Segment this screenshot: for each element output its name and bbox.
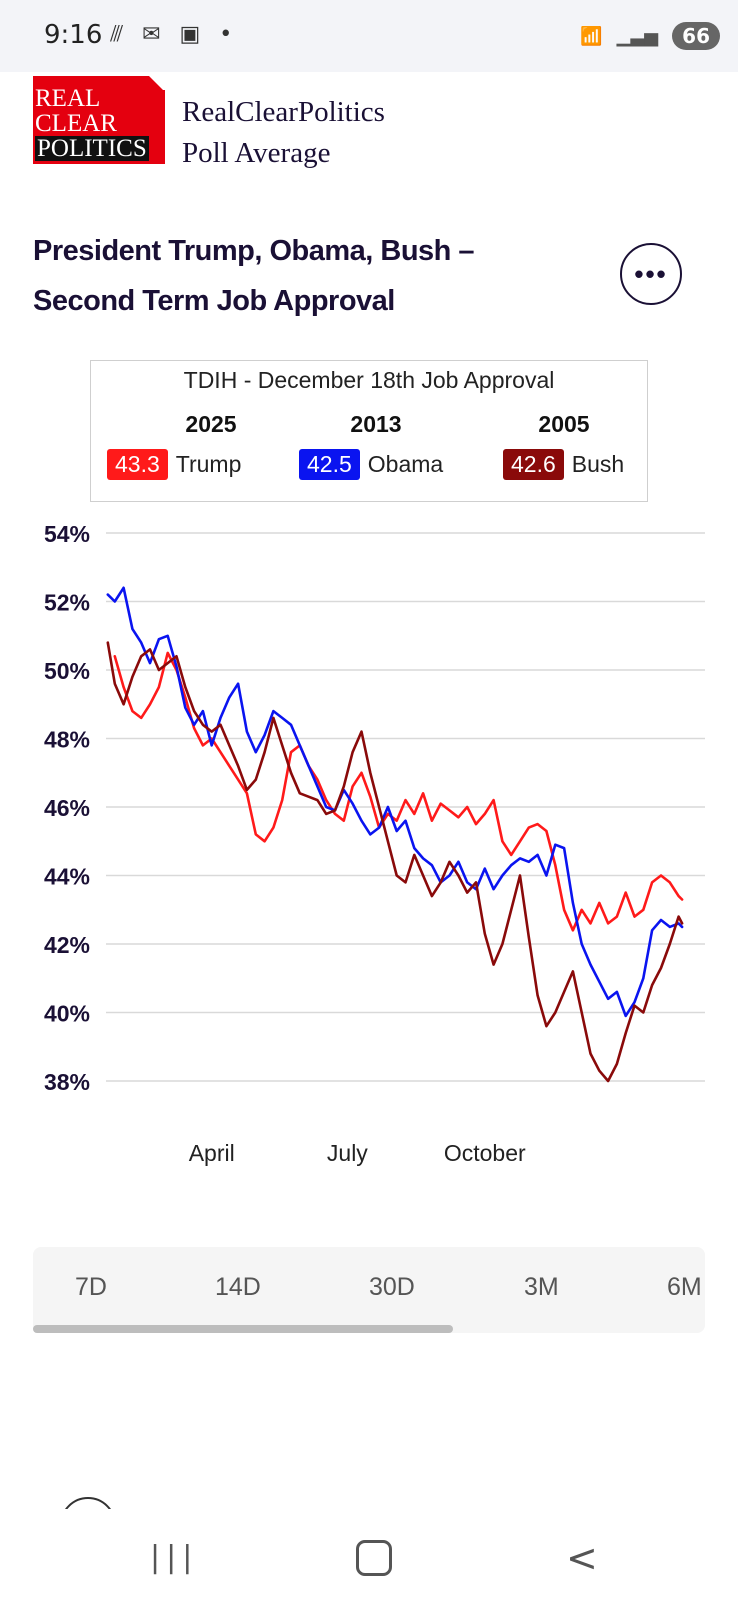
- status-bar: 9:16 ⫻ ✉ ▣ • 📶 ▁▃▅ 66: [0, 0, 738, 72]
- signal-icon: ▁▃▅: [616, 25, 659, 47]
- logo-line-3: POLITICS: [35, 135, 149, 162]
- x-tick-label-october: October: [444, 1140, 526, 1166]
- legend-name-trump: Trump: [175, 451, 242, 477]
- tabs-scrollbar[interactable]: [33, 1325, 705, 1333]
- legend-name-bush: Bush: [571, 451, 625, 477]
- rcp-logo[interactable]: REAL CLEAR POLITICS: [33, 76, 165, 164]
- tabs-scroll-thumb[interactable]: [33, 1325, 453, 1333]
- legend-year-trump: 2025: [185, 411, 237, 437]
- logo-line-1: REAL: [35, 85, 101, 112]
- legend-value-trump: 43.3: [107, 449, 168, 480]
- series-line-trump: [113, 651, 684, 932]
- y-tick-label-42: 42%: [44, 932, 90, 958]
- approval-line-chart[interactable]: 54% 52% 50% 48% 46% 44% 42% 40% 38% April July Octo…: [0, 515, 738, 1185]
- legend-title: TDIH - December 18th Job Approval: [183, 367, 555, 393]
- legend-entry-bush: 42.6 Bush: [503, 449, 624, 480]
- y-tick-label-52: 52%: [44, 590, 90, 616]
- y-tick-label-48: 48%: [44, 727, 90, 753]
- x-tick-label-july: July: [327, 1140, 368, 1166]
- system-nav-bar: ||| <: [0, 1510, 738, 1600]
- legend-year-obama: 2013: [350, 411, 402, 437]
- brand-name: RealClearPolitics Poll Average: [182, 92, 385, 174]
- legend-value-obama: 42.5: [299, 449, 360, 480]
- legend-year-bush: 2005: [538, 411, 590, 437]
- y-tick-label-40: 40%: [44, 1001, 90, 1027]
- tab-6m[interactable]: 6M: [667, 1273, 702, 1301]
- legend-entry-obama: 42.5 Obama: [299, 449, 443, 480]
- x-tick-label-april: April: [189, 1140, 235, 1166]
- range-tabs: 7D 14D 30D 3M 6M: [33, 1247, 705, 1333]
- brand-line-1: RealClearPolitics: [182, 96, 385, 128]
- home-icon[interactable]: [356, 1540, 392, 1576]
- battery-indicator: 66: [672, 22, 720, 50]
- status-right: 📶 ▁▃▅ 66: [580, 22, 720, 50]
- logo-fold: [149, 76, 165, 90]
- legend-entry-trump: 43.3 Trump: [107, 449, 241, 480]
- notification-icons: ⫻ ✉ ▣ •: [110, 22, 239, 47]
- recent-apps-icon[interactable]: |||: [150, 1540, 199, 1575]
- tab-7d[interactable]: 7D: [75, 1273, 107, 1301]
- y-tick-label-50: 50%: [44, 658, 90, 684]
- tab-3m[interactable]: 3M: [524, 1273, 559, 1301]
- legend-value-bush: 42.6: [503, 449, 564, 480]
- brand-line-2: Poll Average: [182, 137, 331, 169]
- tab-30d[interactable]: 30D: [369, 1273, 415, 1301]
- series-line-bush: [106, 641, 684, 1083]
- legend-name-obama: Obama: [367, 451, 444, 477]
- chart-title: President Trump, Obama, Bush – Second Te…: [33, 235, 475, 317]
- series-line-obama: [106, 586, 684, 1018]
- y-tick-label-46: 46%: [44, 795, 90, 821]
- status-time: 9:16: [44, 20, 103, 50]
- wifi-icon: 📶: [580, 25, 603, 47]
- back-icon[interactable]: <: [566, 1536, 598, 1580]
- legend-box: TDIH - December 18th Job Approval 2025 4…: [90, 360, 648, 502]
- y-tick-label-38: 38%: [44, 1069, 90, 1095]
- y-tick-label-44: 44%: [44, 864, 90, 890]
- logo-line-2: CLEAR: [35, 110, 117, 137]
- y-tick-label-54: 54%: [44, 521, 90, 547]
- more-options-button[interactable]: •••: [620, 243, 682, 305]
- tab-14d[interactable]: 14D: [215, 1273, 261, 1301]
